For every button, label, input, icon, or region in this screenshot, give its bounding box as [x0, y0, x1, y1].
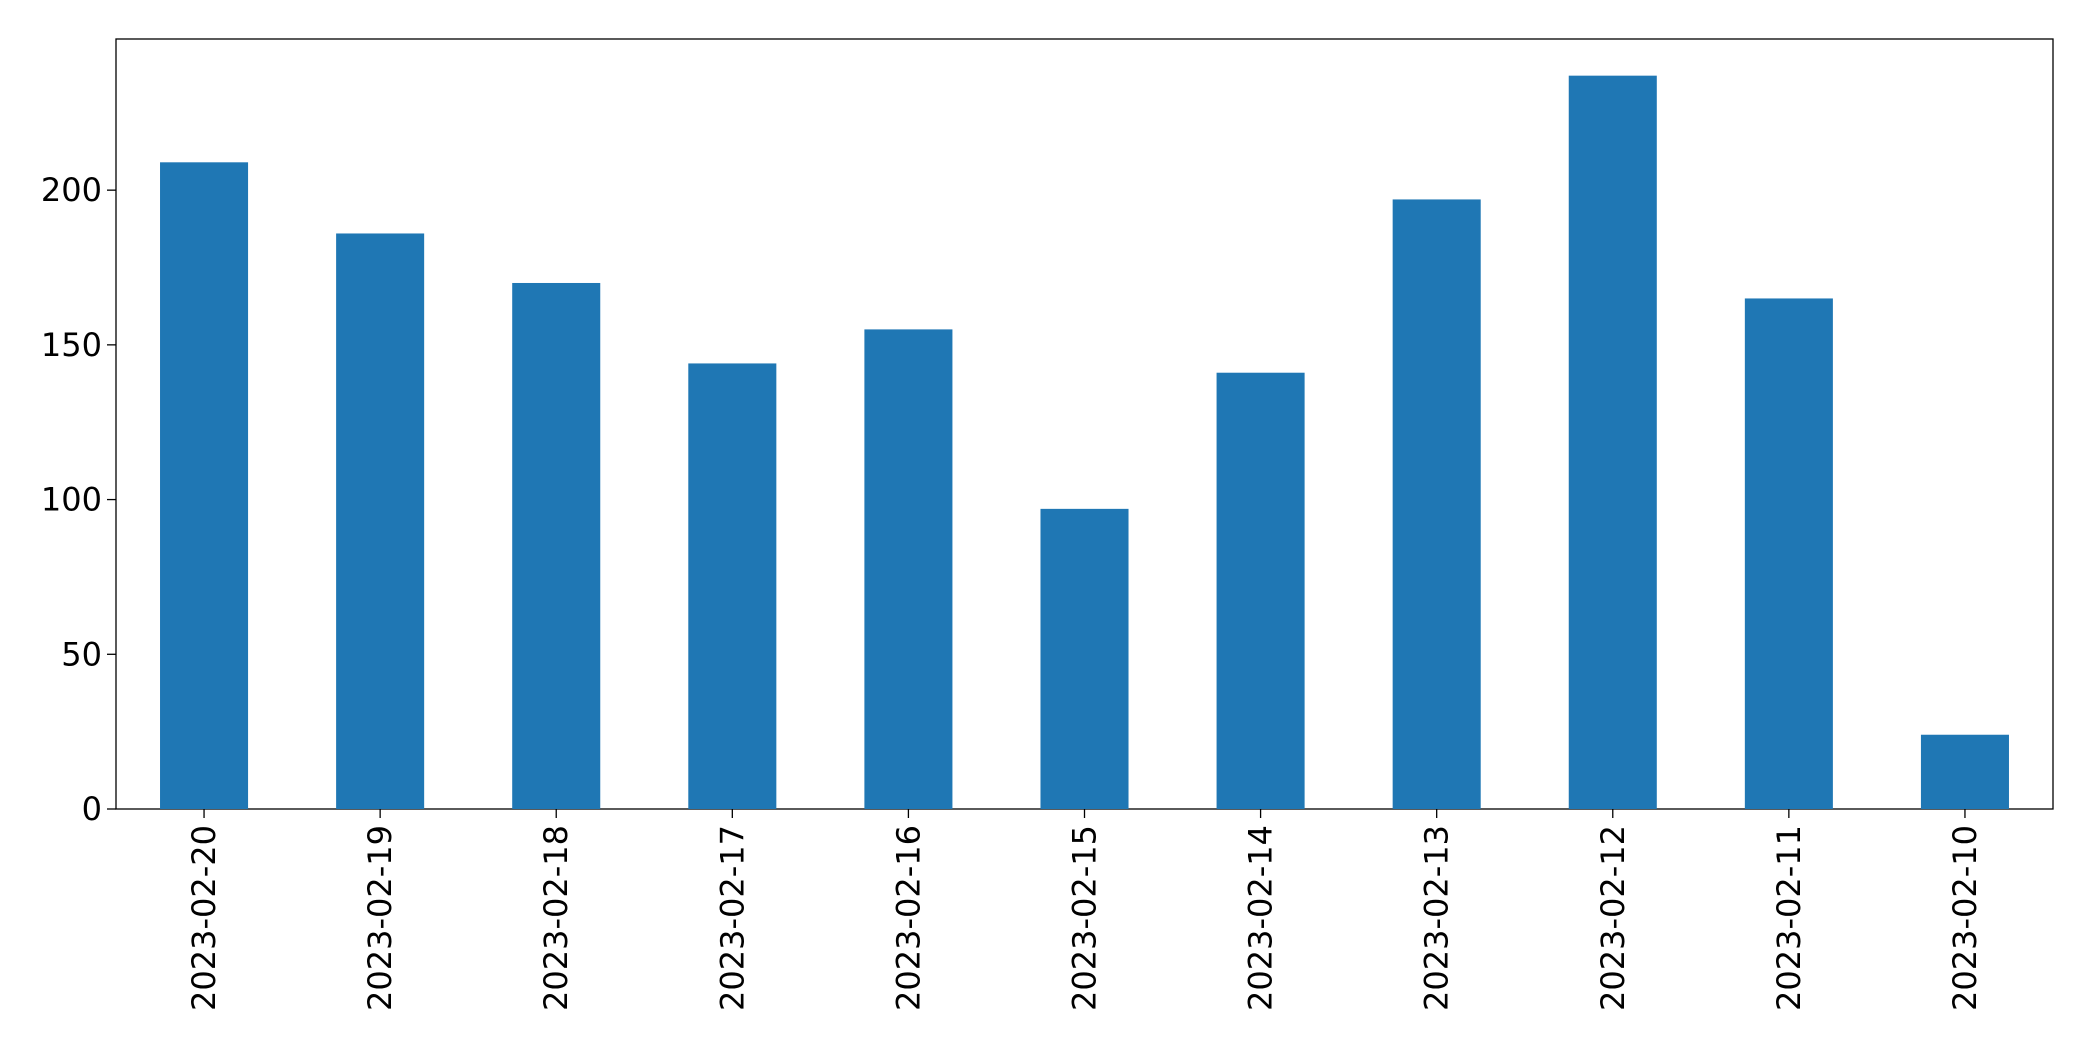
- x-tick-label: 2023-02-11: [1770, 825, 1808, 1011]
- bar: [1568, 75, 1657, 809]
- x-tick-label: 2023-02-13: [1418, 825, 1456, 1011]
- y-tick-label: 100: [41, 481, 102, 519]
- x-tick-label: 2023-02-16: [889, 825, 927, 1011]
- bar: [1744, 298, 1833, 809]
- x-tick-label: 2023-02-12: [1594, 825, 1632, 1011]
- y-tick-label: 50: [61, 635, 102, 673]
- x-tick-label: 2023-02-14: [1242, 825, 1280, 1011]
- bar: [336, 233, 425, 809]
- x-tick-label: 2023-02-17: [713, 825, 751, 1011]
- bar: [512, 282, 601, 809]
- x-tick-label: 2023-02-10: [1946, 825, 1984, 1011]
- bar: [1040, 508, 1129, 809]
- y-tick-label: 150: [41, 326, 102, 364]
- bar: [160, 162, 249, 810]
- bar: [1216, 372, 1305, 809]
- bar: [864, 329, 953, 809]
- bar: [1920, 734, 2009, 809]
- x-tick-label: 2023-02-15: [1066, 825, 1104, 1011]
- bar: [688, 363, 777, 809]
- y-tick-label: 0: [82, 790, 102, 828]
- bar: [1392, 199, 1481, 809]
- x-tick-label: 2023-02-20: [185, 825, 223, 1011]
- x-tick-label: 2023-02-19: [361, 825, 399, 1011]
- y-tick-label: 200: [41, 171, 102, 209]
- x-tick-label: 2023-02-18: [537, 825, 575, 1011]
